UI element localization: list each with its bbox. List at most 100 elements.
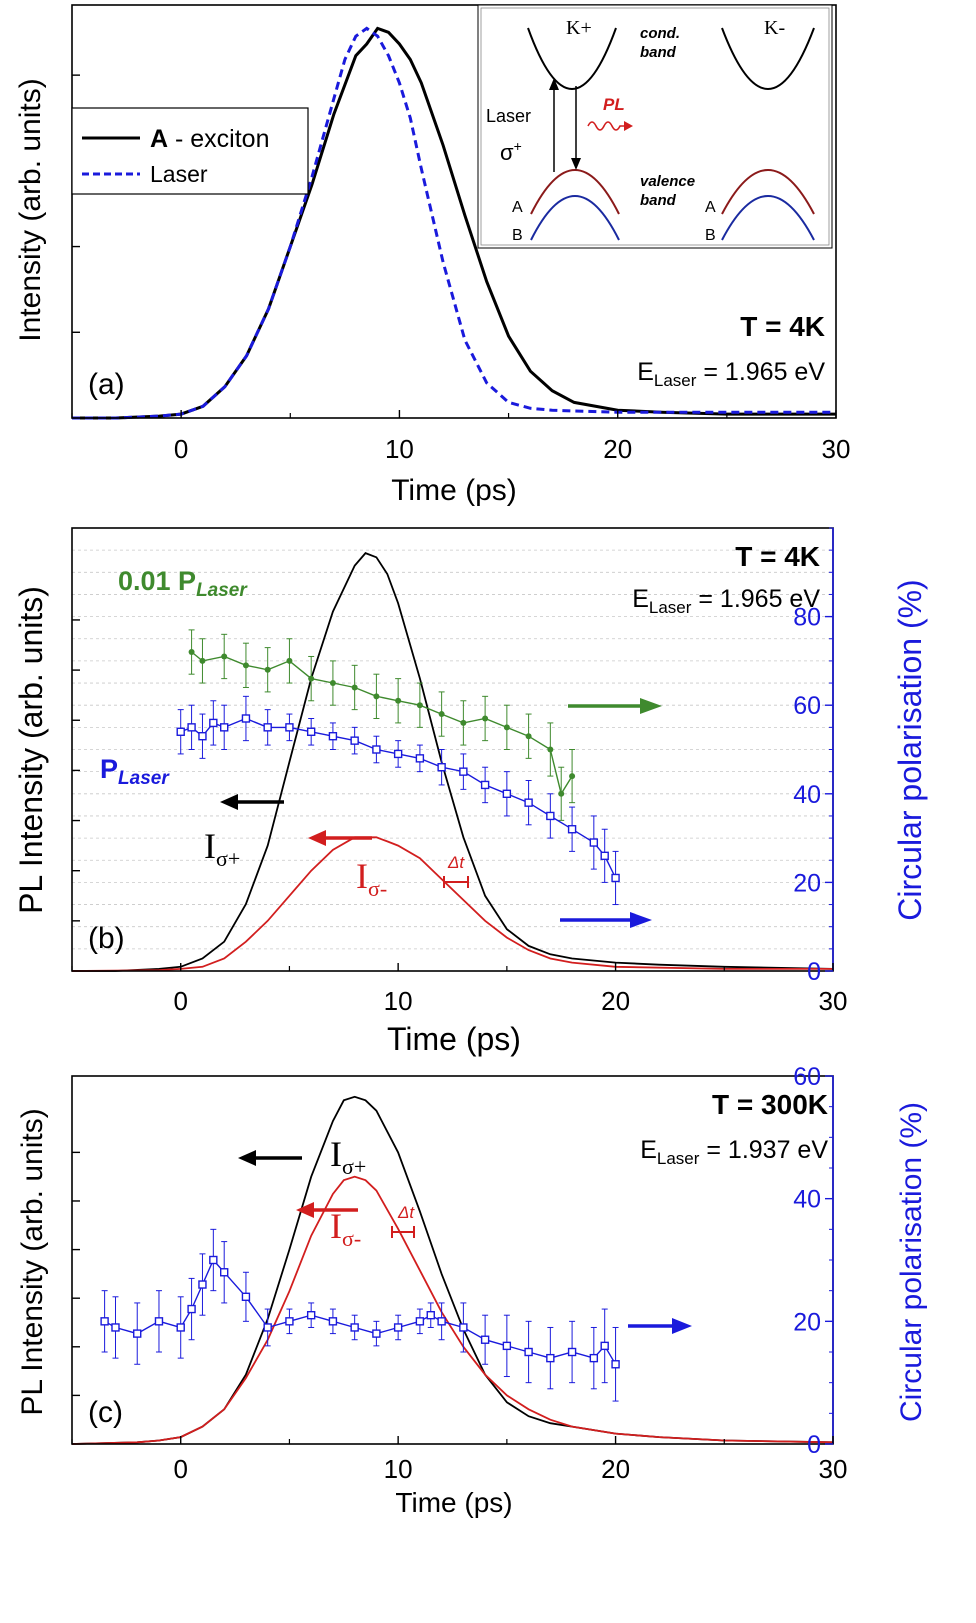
panel-b-x-tick-labels: 0 10 20 30 [173,986,847,1016]
panel-c-temperature: T = 300K [712,1089,828,1120]
y2-tick-label: 40 [793,781,821,809]
panel-b-grid [72,549,833,950]
inset-cond-band-label: cond. band [640,25,680,61]
panel-c-i-plus-label: Iσ+ [330,1134,366,1179]
series-0-01-p-laser-point [525,733,532,740]
panel-a-plot-frame [71,4,837,419]
series-p-laser-point [600,851,609,861]
series-p-laser-point [480,1335,490,1344]
y2-tick-label: 60 [793,692,821,720]
panel-c-energy: ELaser = 1.937 eV [640,1136,828,1168]
panel-b-y2-tick-labels: 0 20 40 60 80 [793,604,821,986]
kplus-conduction-band [527,27,617,90]
band-diagram-inset: K+ K- cond. band valence band Laser σ+ PL … [477,4,833,249]
series-p-laser-point [176,1323,185,1332]
inset-band-b-left: B [512,227,523,244]
panel-b-delta-t-bar [443,876,469,888]
panel-c-red-left-arrow-icon [296,1202,358,1218]
series-p-laser-point [209,1255,218,1265]
kminus-valence-band-a [721,169,815,215]
panel-a: 0 10 20 30 Time (ps) Intensity (arb. units)… [14,4,850,507]
series-p-laser-point [589,1353,599,1363]
series-0-01-p-laser-point [188,649,195,656]
series-p-laser-point [241,714,251,723]
series-p-laser-point [198,1280,207,1289]
series-p-laser-point [546,1353,555,1363]
series-p-laser-point [567,1347,577,1357]
series-0-01-p-laser-point [286,657,293,664]
inset-frame [477,4,833,249]
x-tick-label: 30 [819,986,848,1016]
series-i-line [71,836,833,972]
legend-laser-label: Laser [150,161,208,187]
panel-b-label: (b) [88,922,125,955]
series-p-laser-point [437,1317,446,1326]
series-0-01-p-laser-point [558,790,565,797]
series-0-01-p-laser-point [242,662,249,669]
series-p-laser-point [209,718,218,728]
inset-laser-label: Laser [486,106,531,126]
panel-c-curves [71,1095,834,1445]
series-p-laser-point [567,825,577,834]
x-tick-label: 0 [173,986,187,1016]
series-p-laser-point [459,767,468,776]
panel-b-x-axis-label: Time (ps) [387,1021,521,1057]
series-p-laser-point [350,1323,359,1332]
series-p-laser-point [154,1317,164,1326]
panel-b-green-label: 0.01 PLaser [118,566,248,601]
series-p-laser-point [306,727,316,736]
series-0-01-p-laser-point [503,724,510,731]
series-0-01-p-laser-point [329,680,336,687]
panel-c-y2-axis-label: Circular polarisation (%) [895,1102,928,1422]
series-p-laser-point [611,1360,620,1369]
legend-frame [71,107,309,195]
series-p-laser-line [104,1258,617,1365]
panel-b-blue-right-arrow-icon [560,912,652,928]
panel-c-ticks [71,1075,834,1445]
series-i-line [72,552,834,972]
panel-b: 0 10 20 30 0 20 40 60 80 Time (ps) PL Intensity… [13,527,928,1057]
series-p-laser-point [372,1329,381,1338]
inset-band-a-left: A [512,199,523,216]
x-tick-label: 30 [819,1454,848,1484]
series-p-laser-point [263,1323,272,1332]
series-p-laser-point [415,754,425,763]
panel-b-ticks [71,527,834,972]
series-p-laser-point [198,732,207,741]
series-p-laser-point [437,763,446,772]
series-p-laser-point [393,749,403,759]
panel-c-plot-frame [71,1075,834,1445]
series-p-laser-point [480,780,490,790]
y2-tick-label: 80 [793,604,821,632]
series-p-laser-point [187,723,196,732]
panel-b-i-minus-label: Iσ- [356,856,387,901]
series-p-laser-point [285,1317,294,1326]
series-0-01-p-laser-point [569,773,576,780]
panel-c-y2-tick-labels: 0 20 40 60 [793,1063,821,1459]
series-0-01-p-laser-point [221,653,228,660]
series-p-laser-point [306,1310,316,1320]
panel-b-blue-label: PLaser [100,754,170,789]
panel-c-delta-t-bar [391,1226,415,1238]
series-0-01-p-laser-point [482,715,489,722]
kplus-valence-band-b [530,195,620,241]
series-p-laser-point [100,1317,109,1326]
series-p-laser-point [241,1292,251,1302]
kminus-valence-band-b [721,195,815,241]
series-p-laser-point [524,798,533,807]
pl-emission-wavy-icon [587,121,626,131]
series-0-01-p-laser-point [308,675,315,682]
panel-b-green-right-arrow-icon [568,698,662,714]
x-tick-label: 0 [174,434,188,464]
panel-c-blue-right-arrow-icon [628,1318,692,1334]
series-p-laser-point [176,727,185,736]
panel-b-temperature: T = 4K [735,541,820,572]
inset-sigma-label: σ+ [500,138,522,165]
series-p-laser-point [546,811,555,821]
series-0-01-p-laser-point [199,657,206,664]
series-laser-line [72,26,836,420]
series-0-01-p-laser-point [395,697,402,704]
panel-b-delta-t: Δt [447,853,465,872]
inset-pl-label: PL [603,95,625,114]
